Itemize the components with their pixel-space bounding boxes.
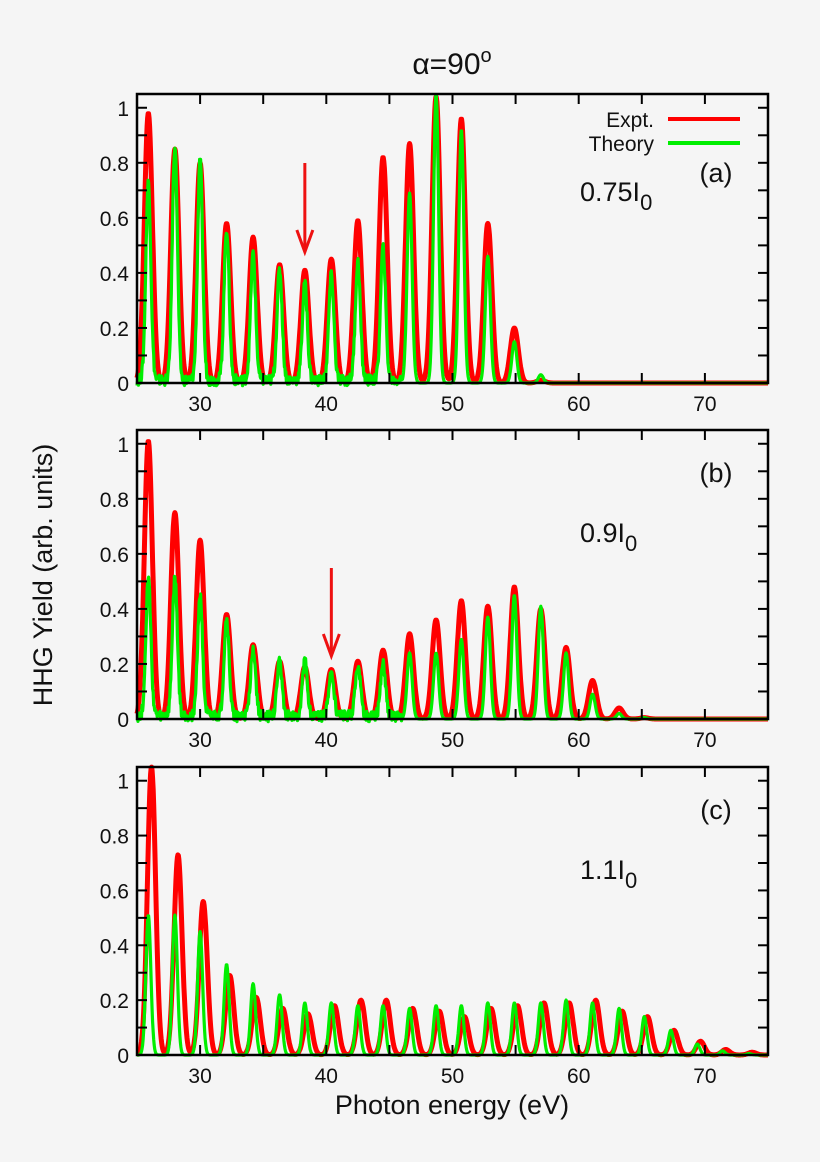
x-tick-label: 50 <box>441 729 464 752</box>
series-line-expt <box>135 764 770 1058</box>
x-tick-label: 30 <box>188 1065 211 1088</box>
x-tick-label: 40 <box>315 1065 338 1088</box>
x-tick-label: 40 <box>315 729 338 752</box>
intensity-subscript: 0 <box>625 531 637 556</box>
intensity-label: 0.9I0 <box>580 518 637 556</box>
x-tick-label: 30 <box>188 393 211 416</box>
x-tick-label: 70 <box>693 729 716 752</box>
intensity-text: 0.75I <box>580 177 640 207</box>
plot-frame <box>135 765 770 1057</box>
arrow-down-icon <box>295 163 315 257</box>
y-tick-label: 0 <box>117 1045 129 1068</box>
x-tick-label: 50 <box>441 1065 464 1088</box>
intensity-text: 0.9I <box>580 518 625 548</box>
panels: 30 40 50 60 7000.20.40.60.81(a)0.75I0Expt.Th… <box>100 92 770 1088</box>
legend-label-expt: Expt. <box>606 109 654 132</box>
y-tick-label: 0.4 <box>100 263 130 286</box>
panel-label: (b) <box>700 458 733 488</box>
y-tick-label: 0.6 <box>100 208 129 231</box>
arrow-head <box>295 229 315 257</box>
y-tick-label: 0.8 <box>100 489 129 512</box>
x-tick-label: 50 <box>441 393 464 416</box>
y-tick-label: 0.8 <box>100 826 129 849</box>
y-tick-label: 0.2 <box>100 654 129 677</box>
arrow-head <box>321 633 341 661</box>
panel-label: (a) <box>700 158 733 188</box>
legend-label-theory: Theory <box>589 133 655 156</box>
x-tick-label: 60 <box>567 1065 590 1088</box>
y-tick-label: 0.6 <box>100 880 129 903</box>
y-tick-label: 0 <box>117 709 129 732</box>
intensity-label: 0.75I0 <box>580 177 652 215</box>
legend: Expt.Theory <box>589 109 740 156</box>
y-tick-label: 0.4 <box>100 599 130 622</box>
x-tick-label: 70 <box>693 1065 716 1088</box>
x-tick-label: 60 <box>567 729 590 752</box>
y-tick-label: 0.8 <box>100 153 129 176</box>
panel-label: (c) <box>700 795 731 825</box>
intensity-subscript: 0 <box>625 868 637 893</box>
figure-title: α=90o <box>412 45 491 81</box>
panel-a: 30 40 50 60 7000.20.40.60.81(a)0.75I0Expt.Th… <box>100 92 770 416</box>
x-tick-label: 70 <box>693 393 716 416</box>
arrow-down-icon <box>321 568 341 661</box>
intensity-subscript: 0 <box>640 190 652 215</box>
y-tick-label: 0.2 <box>100 318 129 341</box>
x-tick-label: 30 <box>188 729 211 752</box>
intensity-text: 1.1I <box>580 855 625 885</box>
y-tick-label: 1 <box>117 98 129 121</box>
y-tick-label: 0.6 <box>100 544 129 567</box>
y-axis-label: HHG Yield (arb. units) <box>28 444 58 707</box>
y-tick-label: 1 <box>117 434 129 457</box>
x-tick-label: 60 <box>567 393 590 416</box>
intensity-label: 1.1I0 <box>580 855 637 893</box>
x-tick-label: 40 <box>315 393 338 416</box>
x-axis-label: Photon energy (eV) <box>335 1090 569 1120</box>
series-line-expt <box>134 439 770 722</box>
y-tick-label: 0 <box>117 373 129 396</box>
y-tick-label: 1 <box>117 771 129 794</box>
y-tick-label: 0.4 <box>100 935 130 958</box>
y-tick-label: 0.2 <box>100 990 129 1013</box>
